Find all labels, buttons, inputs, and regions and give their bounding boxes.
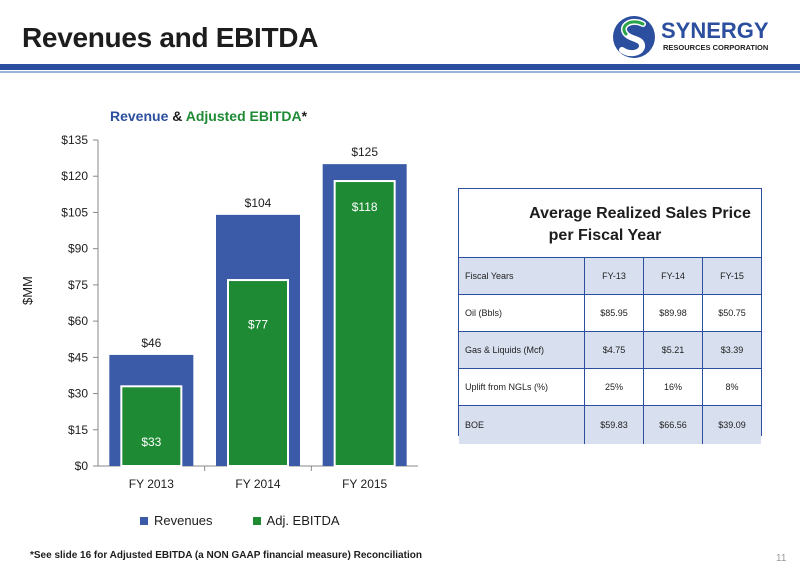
chart-legend: Revenues Adj. EBITDA bbox=[140, 513, 340, 528]
legend-swatch-revenues bbox=[140, 516, 148, 525]
footnote: *See slide 16 for Adjusted EBITDA (a NON… bbox=[30, 550, 422, 561]
table-cell: $50.75 bbox=[702, 294, 761, 332]
ebitda-bar bbox=[227, 279, 289, 467]
table-header-cell: FY-14 bbox=[643, 257, 703, 295]
y-tick-label: $90 bbox=[68, 242, 88, 256]
y-tick-label: $45 bbox=[68, 350, 88, 364]
table-cell: 25% bbox=[584, 368, 644, 406]
revenue-data-label: $46 bbox=[141, 336, 161, 350]
legend-label-adj-ebitda: Adj. EBITDA bbox=[266, 513, 340, 528]
header-rule-accent bbox=[0, 71, 800, 73]
page-number: 11 bbox=[776, 553, 787, 564]
page-title: Revenues and EBITDA bbox=[22, 22, 319, 53]
x-tick-label: FY 2014 bbox=[235, 477, 280, 491]
price-table-title: Average Realized Sales Price per Fiscal … bbox=[459, 203, 761, 247]
chart-title-amp: & bbox=[168, 108, 186, 124]
y-tick-label: $30 bbox=[68, 387, 88, 401]
y-tick-label: $105 bbox=[61, 205, 88, 219]
table-cell: $85.95 bbox=[584, 294, 644, 332]
chart-title-star: * bbox=[301, 108, 308, 124]
table-cell: 16% bbox=[643, 368, 703, 406]
table-row: Gas & Liquids (Mcf) $4.75 $5.21 $3.39 bbox=[459, 331, 761, 369]
y-tick-label: $120 bbox=[61, 169, 88, 183]
table-cell: Uplift from NGLs (%) bbox=[459, 368, 585, 406]
table-cell: Oil (Bbls) bbox=[459, 294, 585, 332]
table-cell: 8% bbox=[702, 368, 761, 406]
y-tick-label: $0 bbox=[75, 459, 89, 473]
y-tick-label: $60 bbox=[68, 314, 88, 328]
y-tick-label: $15 bbox=[68, 423, 88, 437]
y-tick-label: $75 bbox=[68, 278, 88, 292]
table-cell: Gas & Liquids (Mcf) bbox=[459, 331, 585, 369]
chart-title-ebitda: Adjusted EBITDA bbox=[185, 108, 302, 124]
revenue-data-label: $104 bbox=[245, 196, 272, 210]
price-table-title-line2: per Fiscal Year bbox=[548, 227, 662, 244]
table-header-row: Fiscal Years FY-13 FY-14 FY-15 bbox=[459, 257, 761, 295]
price-table-panel: Average Realized Sales Price per Fiscal … bbox=[458, 188, 762, 444]
ebitda-bar bbox=[120, 385, 183, 467]
table-cell: $5.21 bbox=[643, 331, 703, 369]
legend-label-revenues: Revenues bbox=[154, 513, 213, 528]
table-cell: $4.75 bbox=[584, 331, 644, 369]
price-table: Fiscal Years FY-13 FY-14 FY-15 Oil (Bbls… bbox=[459, 257, 761, 444]
table-row: Uplift from NGLs (%) 25% 16% 8% bbox=[459, 368, 761, 406]
chart-title-revenue: Revenue bbox=[110, 108, 169, 124]
logo-wordmark: SYNERGY bbox=[661, 18, 769, 43]
table-cell: $39.09 bbox=[702, 405, 761, 444]
table-row: Oil (Bbls) $85.95 $89.98 $50.75 bbox=[459, 294, 761, 332]
ebitda-data-label: $33 bbox=[141, 435, 161, 449]
table-cell: $66.56 bbox=[643, 405, 703, 444]
price-table-title-line1: Average Realized Sales Price bbox=[529, 205, 751, 222]
revenue-data-label: $125 bbox=[351, 145, 378, 159]
ebitda-data-label: $118 bbox=[352, 200, 378, 214]
table-header-cell: Fiscal Years bbox=[459, 257, 585, 295]
table-cell: $59.83 bbox=[584, 405, 644, 444]
logo-subtext: RESOURCES CORPORATION bbox=[663, 43, 768, 52]
table-row: BOE $59.83 $66.56 $39.09 bbox=[459, 405, 761, 444]
y-tick-label: $135 bbox=[61, 133, 88, 147]
header-rule bbox=[0, 64, 800, 70]
table-cell: $89.98 bbox=[643, 294, 703, 332]
ebitda-data-label: $77 bbox=[248, 318, 268, 332]
x-tick-label: FY 2015 bbox=[342, 477, 387, 491]
ebitda-bar bbox=[333, 180, 396, 467]
company-logo: SYNERGY RESOURCES CORPORATION bbox=[613, 16, 769, 58]
legend-swatch-adj-ebitda bbox=[252, 516, 261, 525]
table-cell: $3.39 bbox=[702, 331, 761, 369]
legend-item-adj-ebitda: Adj. EBITDA bbox=[252, 513, 340, 528]
chart-title: Revenue & Adjusted EBITDA* bbox=[110, 108, 307, 124]
table-header-cell: FY-13 bbox=[584, 257, 644, 295]
table-cell: BOE bbox=[459, 405, 585, 444]
legend-item-revenues: Revenues bbox=[140, 513, 213, 528]
table-header-cell: FY-15 bbox=[702, 257, 761, 295]
x-tick-label: FY 2013 bbox=[129, 477, 174, 491]
